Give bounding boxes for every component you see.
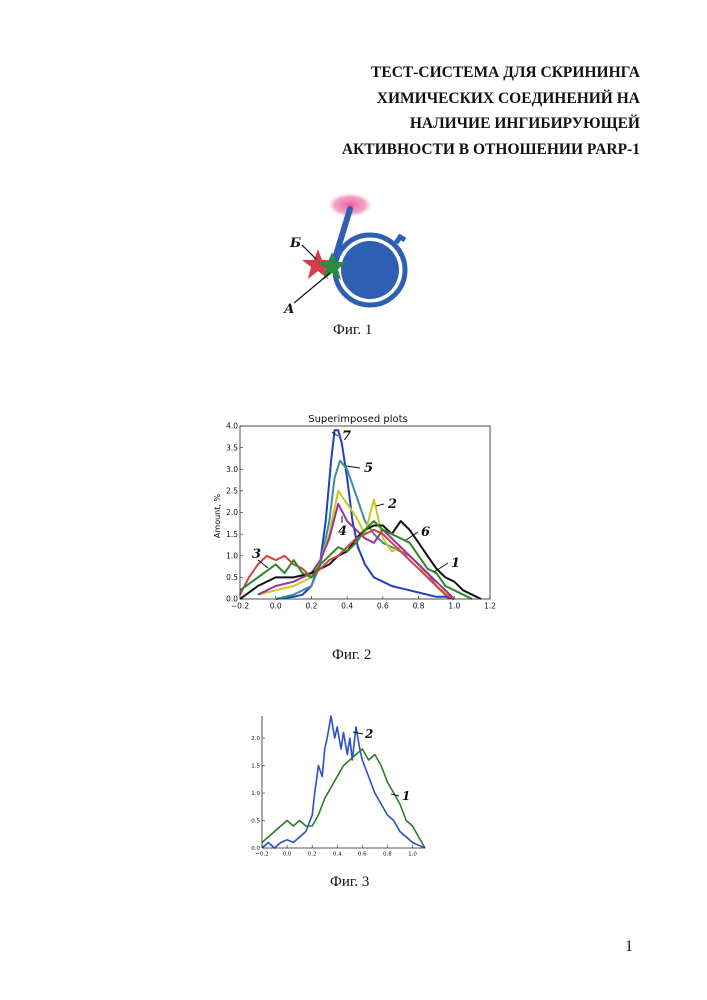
chart2-frame — [240, 426, 490, 599]
figure-3-caption: Фиг. 3 — [330, 874, 369, 891]
y-tick-label: 0.5 — [251, 818, 260, 824]
figure-2-caption: Фиг. 2 — [332, 647, 371, 664]
y-tick-label: 2.0 — [226, 508, 238, 517]
x-tick-label: 0.0 — [283, 852, 292, 858]
figure-3-chart: −0.20.00.20.40.60.81.00.00.51.01.52.0 21 — [245, 712, 435, 862]
chart2-ylabel: Amount, % — [213, 494, 222, 539]
series-line-2 — [262, 716, 425, 848]
x-tick-label: 0.2 — [308, 852, 317, 858]
ring-end — [396, 237, 405, 243]
label-pointer — [346, 466, 360, 468]
x-tick-label: 1.2 — [484, 602, 496, 611]
series-label-1: 1 — [402, 789, 410, 803]
series-label-5: 5 — [364, 461, 373, 476]
y-tick-label: 2.5 — [226, 487, 238, 496]
x-tick-label: 0.8 — [383, 852, 392, 858]
pointer-b — [302, 245, 316, 259]
figure-1-caption: Фиг. 1 — [333, 322, 372, 339]
title-line-3: НАЛИЧИЕ ИНГИБИРУЮЩЕЙ — [300, 111, 640, 137]
title-line-1: ТЕСТ-СИСТЕМА ДЛЯ СКРИНИНГА — [300, 60, 640, 86]
figure-2-chart: Superimposed plots Amount, % −0.20.00.20… — [208, 410, 508, 610]
x-tick-label: 0.4 — [333, 852, 342, 858]
y-tick-label: 3.5 — [226, 443, 238, 452]
figure-1-schematic: Б А — [280, 185, 420, 325]
y-tick-label: 0.0 — [251, 846, 260, 852]
x-tick-label: 1.0 — [448, 602, 460, 611]
label-pointer — [376, 504, 384, 506]
series-line-1 — [262, 749, 425, 848]
x-tick-label: 0.8 — [413, 602, 425, 611]
chart2-title: Superimposed plots — [308, 414, 408, 425]
y-tick-label: 3.0 — [226, 465, 238, 474]
x-tick-label: 1.0 — [408, 852, 417, 858]
title-line-4: АКТИВНОСТИ В ОТНОШЕНИИ PARP-1 — [300, 137, 640, 163]
title-line-2: ХИМИЧЕСКИХ СОЕДИНЕНИЙ НА — [300, 86, 640, 112]
series-label-3: 3 — [252, 547, 261, 562]
label-a: А — [283, 302, 295, 317]
y-tick-label: 4.0 — [226, 422, 238, 431]
x-tick-label: 0.2 — [305, 602, 317, 611]
y-tick-label: 1.5 — [226, 530, 238, 539]
pointer-a — [294, 273, 330, 303]
series-label-1: 1 — [451, 556, 460, 571]
series-label-6: 6 — [421, 525, 430, 540]
series-label-7: 7 — [342, 429, 351, 444]
series-label-2: 2 — [364, 727, 373, 741]
y-tick-label: 0.5 — [226, 573, 238, 582]
y-tick-label: 2.0 — [251, 736, 260, 742]
x-tick-label: 0.0 — [270, 602, 282, 611]
page-number: 1 — [625, 938, 633, 956]
y-tick-label: 0.0 — [226, 595, 238, 604]
y-tick-label: 1.0 — [226, 551, 238, 560]
x-tick-label: 0.6 — [377, 602, 389, 611]
label-b: Б — [289, 236, 301, 251]
x-tick-label: 0.6 — [358, 852, 367, 858]
document-title: ТЕСТ-СИСТЕМА ДЛЯ СКРИНИНГА ХИМИЧЕСКИХ СО… — [300, 60, 640, 162]
y-tick-label: 1.0 — [251, 791, 260, 797]
nucleosome-core — [341, 241, 399, 299]
series-label-2: 2 — [387, 497, 397, 512]
series-label-4: 4 — [338, 524, 347, 539]
x-tick-label: 0.4 — [341, 602, 353, 611]
y-tick-label: 1.5 — [251, 763, 260, 769]
x-tick-label: −0.2 — [255, 852, 268, 858]
